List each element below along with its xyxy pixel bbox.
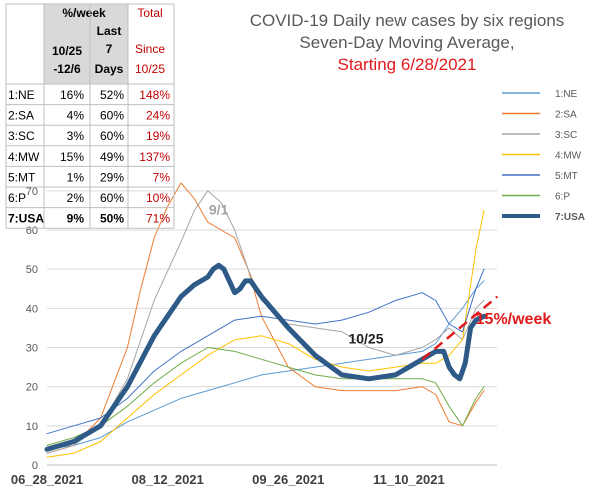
y-tick-label-5: 50 [26, 264, 38, 276]
x-tick-label-2: 09_26_2021 [252, 472, 324, 487]
table-cell-total-4: 7% [153, 170, 171, 184]
table-cell-week-2: 3% [67, 129, 85, 143]
y-tick-label-7: 70 [26, 186, 38, 198]
annotation-1: 10/25 [348, 331, 383, 347]
table-cell-week-6: 9% [67, 212, 85, 226]
table-cell-last7-2: 60% [100, 129, 124, 143]
series-line-7usa [44, 262, 487, 452]
table-cell-name-3: 4:MW [8, 150, 40, 164]
y-tick-label-6: 60 [26, 225, 38, 237]
table-header-1025b: 10/25 [135, 62, 165, 76]
table-cell-name-5: 6:P [8, 191, 26, 205]
annotation-0: 9/1 [209, 201, 229, 217]
y-tick-label-2: 20 [26, 382, 38, 394]
chart-title-line-2: Starting 6/28/2021 [338, 55, 477, 74]
legend-label-5: 6:P [555, 192, 570, 203]
chart-title-line-1: Seven-Day Moving Average, [299, 33, 514, 52]
table-cell-name-6: 7:USA [8, 212, 44, 226]
y-tick-label-1: 10 [26, 421, 38, 433]
table-header-7: 7 [106, 42, 113, 56]
series-line-3sc [46, 190, 485, 454]
table-cell-week-4: 1% [67, 170, 85, 184]
table-cell-name-0: 1:NE [8, 88, 35, 102]
table-cell-name-1: 2:SA [8, 109, 34, 123]
table-header-shade [44, 4, 128, 84]
table-cell-week-1: 4% [67, 109, 85, 123]
table-cell-last7-3: 49% [100, 150, 124, 164]
x-tick-label-0: 06_28_2021 [11, 472, 83, 487]
table-header-since: Since [135, 42, 165, 56]
table-cell-week-5: 2% [67, 191, 85, 205]
table-header-total: Total [137, 6, 162, 20]
table-cell-total-3: 137% [139, 150, 170, 164]
x-tick-label-3: 11_10_2021 [373, 472, 445, 487]
legend-label-3: 4:MW [555, 151, 582, 162]
table-header-126: -12/6 [53, 62, 81, 76]
table-cell-week-0: 16% [60, 88, 84, 102]
table-cell-last7-5: 60% [100, 191, 124, 205]
table-cell-last7-6: 50% [100, 212, 124, 226]
table-cell-total-0: 148% [139, 88, 170, 102]
table-cell-total-1: 24% [146, 109, 170, 123]
table-cell-total-2: 19% [146, 129, 170, 143]
table-header-last: Last [97, 24, 122, 38]
table-cell-last7-4: 29% [100, 170, 124, 184]
table-cell-total-5: 10% [146, 191, 170, 205]
series-line-5mt [46, 268, 485, 435]
legend-label-6: 7:USA [555, 212, 585, 223]
legend-label-0: 1:NE [555, 89, 578, 100]
table-header-days: Days [95, 62, 124, 76]
x-tick-label-1: 08_12_2021 [131, 472, 203, 487]
table-cell-total-6: 71% [146, 212, 170, 226]
series-line-1ne [46, 280, 485, 450]
series-line-4mw [46, 209, 485, 458]
table-cell-name-2: 3:SC [8, 129, 35, 143]
table-cell-last7-1: 60% [100, 109, 124, 123]
legend-label-2: 3:SC [555, 130, 577, 141]
table-cell-week-3: 15% [60, 150, 84, 164]
chart-title-line-0: COVID-19 Daily new cases by six regions [250, 11, 565, 30]
legend-label-4: 5:MT [555, 171, 578, 182]
table-header-1025: 10/25 [52, 44, 82, 58]
table-header-pctweek: %/week [62, 6, 106, 20]
y-tick-label-4: 40 [26, 303, 38, 315]
table-cell-name-4: 5:MT [8, 170, 36, 184]
annotation-2: 15%/week [476, 311, 552, 328]
table-cell-last7-0: 52% [100, 88, 124, 102]
legend-label-1: 2:SA [555, 110, 577, 121]
series-line-6p [46, 347, 485, 446]
y-tick-label-0: 0 [32, 460, 38, 472]
y-tick-label-3: 30 [26, 343, 38, 355]
trend-line [421, 295, 499, 361]
